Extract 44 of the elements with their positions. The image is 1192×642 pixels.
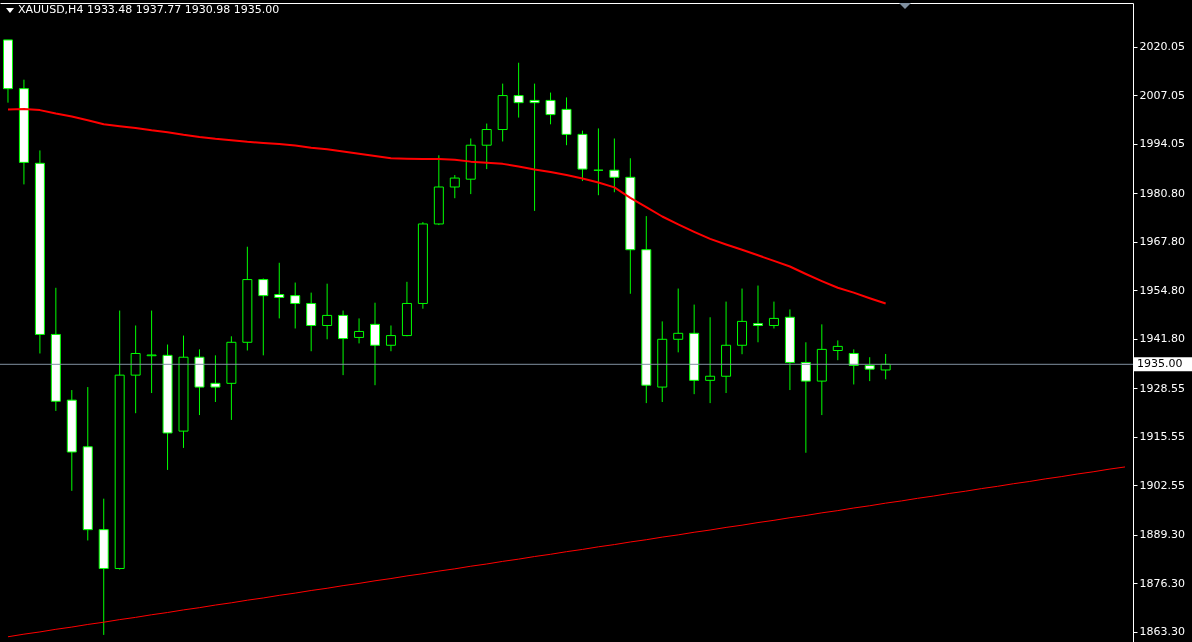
line-series [6, 108, 887, 305]
candlestick [513, 62, 524, 119]
y-tick-label: 1863.30 [1139, 625, 1185, 639]
candlestick [752, 285, 763, 343]
y-tick-label: 1876.30 [1139, 576, 1185, 590]
y-tick-label: 1915.55 [1139, 430, 1185, 444]
candlestick [274, 262, 285, 319]
candlestick [322, 283, 333, 340]
y-tick-label: 2020.05 [1139, 40, 1185, 54]
candlestick [385, 324, 396, 352]
candlestick [529, 83, 540, 212]
candlestick [354, 317, 365, 344]
candlestick [290, 282, 301, 329]
y-tick-label: 2007.05 [1139, 88, 1185, 102]
ref-line-label: 1935.00 [1137, 357, 1183, 371]
y-tick-label: 1889.30 [1139, 528, 1185, 542]
candlestick [481, 123, 492, 170]
candlestick [609, 137, 620, 193]
y-tick-label: 1980.80 [1139, 186, 1185, 200]
candlestick [832, 339, 843, 361]
candlestick [130, 324, 141, 414]
candlestick [673, 288, 684, 353]
y-tick-label: 1954.80 [1139, 283, 1185, 297]
candlestick [705, 316, 716, 404]
y-tick-label: 1928.55 [1139, 381, 1185, 395]
candlestick [800, 341, 811, 454]
candlestick [737, 288, 748, 355]
line-series [7, 466, 1126, 638]
chart-title: XAUUSD,H4 1933.48 1937.77 1930.98 1935.00 [18, 3, 280, 16]
y-tick-label: 1941.80 [1139, 332, 1185, 346]
candlestick [258, 277, 269, 356]
candlestick [306, 292, 317, 352]
candlestick [864, 356, 875, 382]
candlestick [768, 301, 779, 329]
y-tick-label: 1902.55 [1139, 478, 1185, 492]
candlestick [545, 92, 556, 125]
y-tick-label: 1967.80 [1139, 235, 1185, 249]
candlestick [449, 174, 460, 199]
candlestick [146, 310, 157, 394]
candlestick [338, 310, 349, 376]
candlestick [848, 348, 859, 385]
y-tick-label: 1994.05 [1139, 137, 1185, 151]
candlestick [370, 302, 381, 386]
candlestick [210, 354, 221, 403]
